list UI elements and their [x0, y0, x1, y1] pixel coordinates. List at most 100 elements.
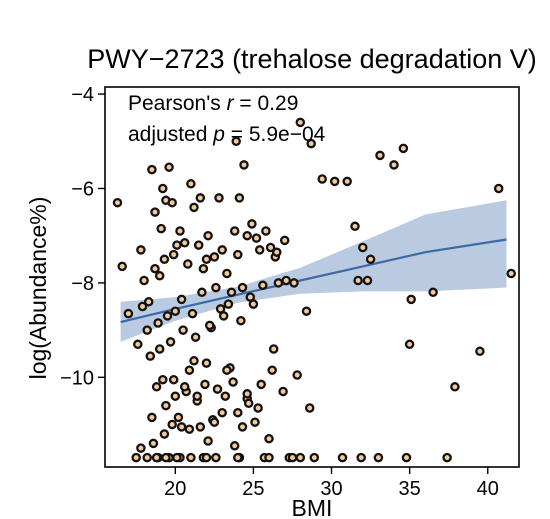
data-point — [158, 183, 168, 194]
plot-area — [104, 86, 520, 468]
data-point — [170, 306, 181, 316]
confidence-band — [120, 200, 507, 342]
data-point — [295, 117, 306, 128]
data-point — [273, 278, 284, 288]
data-point — [204, 320, 215, 331]
data-point — [195, 193, 206, 203]
data-point — [148, 438, 159, 449]
data-point — [159, 254, 170, 265]
y-tick-label: −8 — [71, 273, 94, 295]
data-point — [217, 407, 227, 418]
y-tick-label: −4 — [71, 84, 94, 106]
data-point — [287, 452, 298, 463]
data-point — [406, 294, 416, 305]
data-point — [365, 254, 376, 265]
data-point — [154, 271, 165, 281]
data-point — [186, 179, 196, 189]
data-point — [172, 240, 182, 250]
data-point — [317, 174, 327, 184]
data-point — [217, 245, 227, 255]
data-point — [243, 398, 254, 409]
data-point — [161, 452, 171, 463]
data-point — [187, 308, 198, 319]
x-tick-label: 35 — [399, 478, 421, 500]
data-point — [142, 452, 152, 463]
data-point — [342, 176, 352, 187]
data-point — [167, 419, 177, 430]
y-tick-label: −10 — [60, 367, 94, 389]
data-point — [267, 365, 277, 375]
data-point — [389, 160, 399, 170]
data-point — [353, 275, 363, 286]
data-point — [261, 226, 271, 236]
data-point — [506, 268, 516, 279]
data-point — [242, 389, 252, 399]
data-point — [175, 226, 185, 236]
data-point — [170, 391, 181, 401]
data-point — [137, 301, 148, 312]
data-point — [183, 259, 193, 269]
plot-frame — [104, 86, 520, 468]
data-point — [375, 150, 385, 161]
chart-title: PWY−2723 (trehalose degradation V) — [87, 44, 537, 74]
data-point — [168, 374, 179, 385]
data-point — [248, 299, 259, 309]
data-point — [147, 164, 157, 175]
data-point — [493, 183, 504, 194]
data-point — [150, 207, 160, 217]
data-point — [142, 325, 152, 335]
data-point — [184, 424, 195, 434]
data-point — [229, 441, 240, 451]
data-point — [264, 433, 274, 444]
data-point — [203, 230, 213, 241]
data-point — [356, 452, 366, 463]
data-point — [212, 384, 223, 394]
pearson-symbol: r — [227, 92, 235, 115]
data-point — [306, 138, 316, 149]
p-value-annotation: adjusted p = 5.9e−04 — [128, 123, 326, 146]
data-point — [189, 202, 199, 213]
p-value: = 5.9e−04 — [225, 123, 326, 146]
data-point — [123, 308, 134, 319]
data-point — [220, 391, 231, 401]
data-point — [358, 242, 368, 253]
data-point — [272, 247, 282, 257]
data-point — [143, 297, 154, 307]
data-points — [112, 117, 516, 463]
data-point — [211, 452, 221, 463]
data-point — [209, 417, 220, 427]
x-tick-label: 30 — [320, 478, 342, 500]
data-point — [139, 275, 149, 286]
pearson-annotation: Pearson's r = 0.29 — [128, 92, 298, 115]
data-point — [159, 429, 170, 439]
data-point — [151, 452, 162, 463]
data-point — [234, 193, 245, 203]
x-axis-label: BMI — [292, 495, 333, 519]
data-point — [179, 238, 190, 248]
data-point — [203, 436, 213, 446]
data-point — [226, 287, 237, 298]
data-point — [268, 344, 279, 354]
x-tick-label: 25 — [242, 478, 264, 500]
data-point — [112, 197, 123, 208]
data-point — [176, 422, 187, 432]
data-point — [292, 370, 302, 380]
data-point — [237, 422, 248, 432]
data-point — [279, 235, 290, 246]
data-point — [172, 452, 182, 463]
data-point — [362, 275, 373, 286]
data-point — [176, 294, 187, 305]
data-point — [401, 452, 412, 463]
data-point — [178, 325, 188, 335]
data-point — [254, 245, 265, 255]
data-point — [304, 403, 315, 413]
data-point — [145, 351, 156, 361]
data-point — [211, 282, 221, 293]
data-point — [192, 391, 202, 401]
data-point — [190, 332, 201, 342]
data-point — [222, 365, 232, 375]
data-point — [197, 287, 207, 298]
data-point — [168, 249, 179, 260]
data-point — [350, 221, 360, 232]
data-point — [133, 339, 143, 350]
